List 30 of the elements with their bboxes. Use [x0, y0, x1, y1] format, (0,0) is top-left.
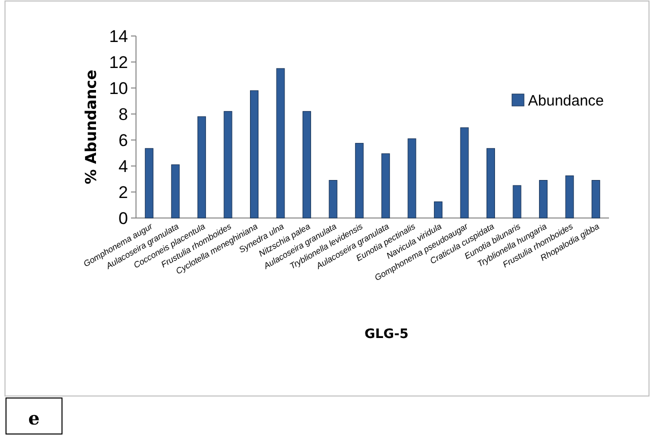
y-tick-label: 0	[118, 208, 128, 228]
bar	[171, 164, 180, 218]
bar	[276, 68, 285, 218]
bar	[512, 185, 522, 218]
bar	[565, 175, 574, 218]
bar	[144, 148, 154, 218]
bar	[539, 180, 548, 218]
x-axis-title: GLG-5	[364, 327, 409, 342]
bar	[408, 138, 416, 218]
y-tick-label: 14	[109, 26, 128, 46]
bar	[486, 148, 495, 218]
y-tick-label: 4	[118, 156, 128, 176]
legend-label: Abundance	[528, 92, 604, 110]
bar	[302, 111, 312, 218]
y-tick-label: 6	[118, 130, 128, 150]
bar	[224, 111, 232, 218]
bar	[250, 90, 258, 218]
y-tick-label: 10	[109, 78, 128, 98]
text: e	[28, 408, 40, 430]
y-tick-label: 12	[109, 52, 128, 72]
bar	[197, 116, 206, 218]
bar	[460, 127, 469, 218]
bar	[381, 153, 390, 218]
bar	[592, 180, 600, 218]
bar	[328, 180, 338, 218]
y-tick-label: 2	[118, 182, 128, 202]
bar	[434, 201, 442, 218]
y-axis-title: % Abundance	[82, 70, 100, 184]
y-tick-label: 8	[118, 104, 128, 124]
bar	[355, 142, 364, 218]
